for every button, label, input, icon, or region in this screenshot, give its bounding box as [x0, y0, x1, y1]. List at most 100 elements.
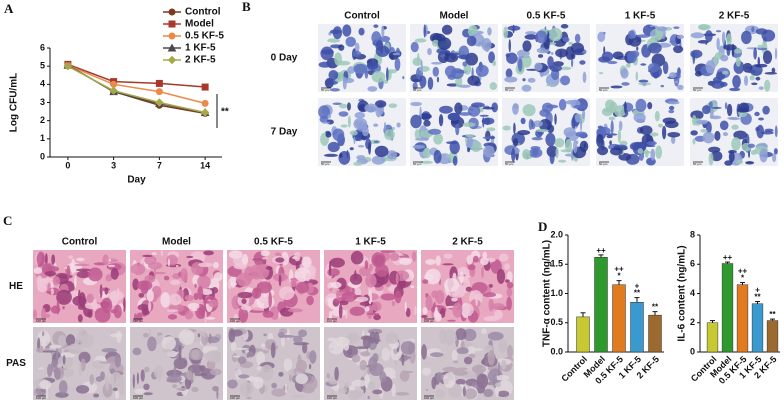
tissue [731, 124, 739, 130]
tissue [692, 114, 697, 126]
tissue [425, 259, 437, 265]
tissue [208, 299, 219, 308]
tissue [364, 103, 378, 113]
tissue [425, 388, 429, 392]
series-line [67, 64, 206, 105]
tissue [723, 44, 737, 51]
tissue [708, 152, 714, 166]
tissue [78, 361, 82, 377]
error-bar [616, 280, 622, 285]
tissue [481, 328, 487, 335]
tissue [541, 102, 553, 113]
tissue [228, 250, 243, 259]
tissue [200, 288, 213, 296]
tissue [147, 336, 157, 352]
column-header: Control [62, 237, 98, 248]
tissue [143, 392, 153, 396]
tissue [512, 103, 519, 110]
scale-label: 50 μm [321, 162, 330, 166]
tissue [496, 268, 506, 284]
tissue [657, 123, 663, 128]
tissue [327, 283, 332, 289]
tissue [485, 130, 491, 142]
series-line [67, 63, 206, 88]
tissue [123, 297, 126, 313]
bar [648, 314, 662, 353]
bar [766, 320, 779, 353]
tissue [598, 56, 611, 63]
tissue [655, 145, 663, 159]
micrograph: 100 μm [421, 327, 514, 400]
tissue [75, 385, 90, 394]
tissue [574, 33, 581, 43]
tissue [505, 279, 510, 283]
tissue [549, 64, 562, 72]
micrograph: 100 μm [33, 327, 126, 400]
tissue [466, 135, 473, 149]
tissue [154, 334, 164, 345]
micrograph: 50 μm [596, 24, 684, 92]
tissue [336, 60, 351, 66]
y-tick-label: 0.0 [550, 346, 563, 356]
tissue [47, 282, 51, 294]
tissue [402, 76, 405, 80]
micrograph: 100 μm [324, 327, 417, 400]
error-bar [652, 311, 658, 316]
tissue [528, 118, 533, 131]
tissue [137, 303, 150, 311]
legend-label: 0.5 KF-5 [185, 31, 224, 42]
tissue [773, 148, 778, 155]
tissue [373, 140, 379, 143]
tissue [545, 84, 556, 87]
tissue [369, 331, 376, 344]
column-header: Model [162, 237, 191, 248]
tissue [353, 117, 368, 130]
series-line [67, 65, 206, 114]
tissue [638, 79, 649, 83]
tissue [227, 379, 238, 389]
tissue [33, 389, 37, 396]
tissue [751, 82, 758, 86]
micrograph: 50 μm [318, 98, 406, 166]
marker [168, 32, 176, 40]
tissue [278, 286, 295, 300]
marker [201, 99, 209, 107]
tissue [327, 38, 340, 43]
tissue [436, 371, 443, 382]
tissue [554, 137, 565, 148]
tissue [471, 364, 487, 374]
tissue [456, 367, 468, 371]
tissue [100, 371, 105, 381]
micrograph: 100 μm [227, 250, 320, 323]
tissue [92, 360, 106, 369]
y-tick-label: 2 [690, 317, 695, 327]
tissue [278, 371, 284, 377]
significance: + [755, 286, 760, 295]
tissue [142, 254, 153, 258]
tissue [167, 350, 178, 358]
x-axis-label: Day [127, 175, 146, 186]
tissue [452, 52, 460, 56]
marker [168, 8, 176, 16]
tissue [479, 114, 489, 117]
tissue [278, 312, 282, 319]
tissue [338, 44, 345, 51]
tissue [167, 374, 182, 383]
tissue [537, 54, 544, 58]
tissue [365, 273, 377, 288]
tissue [375, 45, 390, 57]
tissue [237, 356, 247, 365]
tissue [501, 359, 507, 370]
tissue [555, 147, 559, 159]
tissue [579, 60, 586, 65]
tissue [455, 378, 466, 386]
error-bar [740, 282, 745, 285]
tissue [395, 272, 399, 285]
tissue [187, 302, 200, 310]
tissue [572, 52, 585, 56]
tissue [507, 25, 521, 31]
tissue [357, 145, 365, 148]
tissue [484, 344, 493, 352]
tissue [452, 155, 458, 166]
tissue [101, 348, 118, 353]
